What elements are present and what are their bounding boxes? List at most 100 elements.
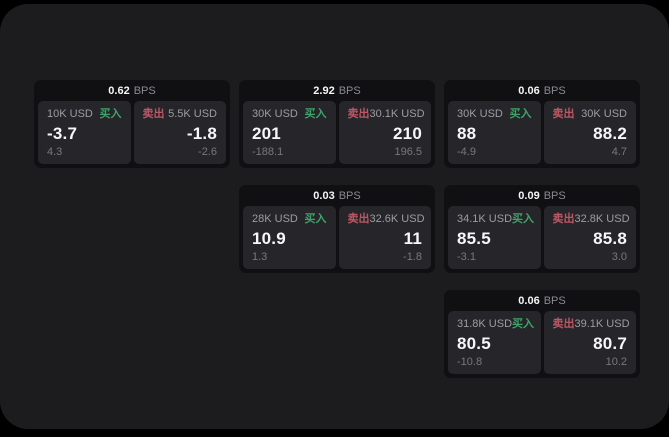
quote-card: 0.09 BPS 34.1K USD 买入 85.5 -3.1 卖出 32.8K…: [444, 185, 640, 273]
buy-tile-header: 34.1K USD 买入: [457, 213, 535, 226]
buy-delta: 1.3: [252, 251, 268, 263]
sell-tile-header: 卖出 30.1K USD: [347, 108, 425, 121]
buy-delta: -188.1: [252, 146, 284, 158]
sell-quote-tile[interactable]: 卖出 5.5K USD -1.8 -2.6: [133, 101, 226, 164]
bps-value: 0.03: [313, 189, 335, 202]
sell-quote-tile[interactable]: 卖出 30.1K USD 210 196.5: [338, 101, 431, 164]
sell-price: 210: [393, 124, 422, 143]
buy-amount: 31.8K USD: [457, 318, 513, 330]
buy-quote-tile[interactable]: 30K USD 买入 88 -4.9: [448, 101, 541, 164]
bps-unit-label: BPS: [338, 189, 361, 202]
buy-tile-header: 28K USD 买入: [252, 213, 327, 226]
bps-header: 0.03 BPS: [239, 185, 435, 206]
buy-quote-tile[interactable]: 10K USD 买入 -3.7 4.3: [38, 101, 131, 164]
buy-delta: -4.9: [457, 146, 476, 158]
quote-card-body: 10K USD 买入 -3.7 4.3 卖出 5.5K USD -1.8 -2.…: [34, 101, 230, 168]
buy-amount: 30K USD: [252, 108, 298, 120]
bps-header: 2.92 BPS: [239, 80, 435, 101]
sell-price: 85.8: [593, 229, 627, 248]
quote-card: 0.06 BPS 30K USD 买入 88 -4.9 卖出 30K USD 8…: [444, 80, 640, 168]
sell-amount: 39.1K USD: [574, 318, 630, 330]
sell-tile-header: 卖出 30K USD: [553, 108, 628, 121]
bps-value: 2.92: [313, 84, 335, 97]
bps-value: 0.09: [518, 189, 540, 202]
sell-tile-header: 卖出 5.5K USD: [143, 108, 218, 121]
sell-tile-header: 卖出 39.1K USD: [552, 318, 630, 331]
sell-delta: 4.7: [611, 146, 627, 158]
sell-label: 卖出: [347, 213, 370, 225]
sell-tile-header: 卖出 32.8K USD: [552, 213, 630, 226]
sell-price: 88.2: [593, 124, 627, 143]
buy-label: 买入: [512, 213, 535, 225]
buy-tile-header: 10K USD 买入: [47, 108, 122, 121]
quote-card-body: 30K USD 买入 201 -188.1 卖出 30.1K USD 210 1…: [239, 101, 435, 168]
sell-quote-tile[interactable]: 卖出 39.1K USD 80.7 10.2: [543, 311, 636, 374]
sell-amount: 30K USD: [581, 108, 627, 120]
sell-delta: -1.8: [403, 251, 422, 263]
quote-card: 2.92 BPS 30K USD 买入 201 -188.1 卖出 30.1K …: [239, 80, 435, 168]
buy-amount: 30K USD: [457, 108, 503, 120]
buy-label: 买入: [304, 213, 327, 225]
quote-card: 0.03 BPS 28K USD 买入 10.9 1.3 卖出 32.6K US…: [239, 185, 435, 273]
sell-delta: 3.0: [611, 251, 627, 263]
bps-value: 0.62: [108, 84, 130, 97]
buy-amount: 34.1K USD: [457, 213, 513, 225]
buy-price: -3.7: [47, 124, 78, 143]
buy-label: 买入: [304, 108, 327, 120]
sell-amount: 30.1K USD: [369, 108, 425, 120]
sell-quote-tile[interactable]: 卖出 30K USD 88.2 4.7: [543, 101, 636, 164]
quote-card: 0.06 BPS 31.8K USD 买入 80.5 -10.8 卖出 39.1…: [444, 290, 640, 378]
buy-delta: -10.8: [457, 356, 483, 368]
sell-price: 11: [403, 229, 422, 248]
buy-tile-header: 30K USD 买入: [457, 108, 532, 121]
buy-quote-tile[interactable]: 31.8K USD 买入 80.5 -10.8: [448, 311, 541, 374]
buy-price: 80.5: [457, 334, 491, 353]
quote-card-body: 34.1K USD 买入 85.5 -3.1 卖出 32.8K USD 85.8…: [444, 206, 640, 273]
sell-amount: 32.6K USD: [369, 213, 425, 225]
sell-delta: -2.6: [198, 146, 217, 158]
buy-price: 201: [252, 124, 281, 143]
buy-delta: 4.3: [47, 146, 63, 158]
bps-unit-label: BPS: [338, 84, 361, 97]
bps-value: 0.06: [518, 294, 540, 307]
sell-quote-tile[interactable]: 卖出 32.6K USD 11 -1.8: [338, 206, 431, 269]
bps-header: 0.06 BPS: [444, 290, 640, 311]
quote-cards-grid: 0.62 BPS 10K USD 买入 -3.7 4.3 卖出 5.5K USD…: [34, 80, 640, 378]
bps-header: 0.06 BPS: [444, 80, 640, 101]
buy-label: 买入: [509, 108, 532, 120]
sell-price: -1.8: [186, 124, 217, 143]
bps-header: 0.62 BPS: [34, 80, 230, 101]
buy-quote-tile[interactable]: 34.1K USD 买入 85.5 -3.1: [448, 206, 541, 269]
buy-delta: -3.1: [457, 251, 476, 263]
sell-amount: 5.5K USD: [168, 108, 217, 120]
bps-value: 0.06: [518, 84, 540, 97]
buy-price: 88: [457, 124, 477, 143]
sell-quote-tile[interactable]: 卖出 32.8K USD 85.8 3.0: [543, 206, 636, 269]
sell-price: 80.7: [593, 334, 627, 353]
sell-tile-header: 卖出 32.6K USD: [347, 213, 425, 226]
bps-header: 0.09 BPS: [444, 185, 640, 206]
buy-price: 10.9: [252, 229, 286, 248]
sell-amount: 32.8K USD: [574, 213, 630, 225]
buy-tile-header: 30K USD 买入: [252, 108, 327, 121]
sell-label: 卖出: [552, 213, 575, 225]
sell-label: 卖出: [347, 108, 370, 120]
sell-label: 卖出: [552, 318, 575, 330]
buy-label: 买入: [99, 108, 122, 120]
buy-quote-tile[interactable]: 28K USD 买入 10.9 1.3: [243, 206, 336, 269]
bps-unit-label: BPS: [543, 84, 566, 97]
buy-amount: 28K USD: [252, 213, 298, 225]
bps-unit-label: BPS: [543, 189, 566, 202]
buy-quote-tile[interactable]: 30K USD 买入 201 -188.1: [243, 101, 336, 164]
buy-tile-header: 31.8K USD 买入: [457, 318, 535, 331]
buy-amount: 10K USD: [47, 108, 93, 120]
bps-unit-label: BPS: [543, 294, 566, 307]
buy-label: 买入: [512, 318, 535, 330]
sell-label: 卖出: [552, 108, 575, 120]
sell-delta: 196.5: [394, 146, 422, 158]
quote-card-body: 30K USD 买入 88 -4.9 卖出 30K USD 88.2 4.7: [444, 101, 640, 168]
buy-price: 85.5: [457, 229, 491, 248]
bps-unit-label: BPS: [133, 84, 156, 97]
sell-delta: 10.2: [605, 356, 627, 368]
sell-label: 卖出: [142, 108, 165, 120]
